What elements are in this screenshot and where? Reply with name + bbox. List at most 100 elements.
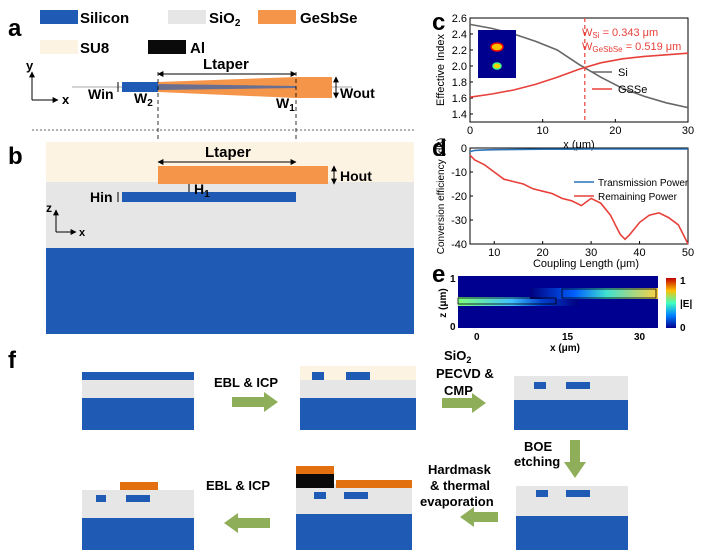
chart-c-ylabel: Effective Index — [435, 34, 447, 106]
chart-d-xtick-label-0: 10 — [488, 247, 500, 259]
fab-label-step3-l1: BOE — [524, 439, 553, 454]
fab2-l1: SiO — [444, 348, 466, 363]
legend-label-gesbse: GeSbSe — [300, 10, 358, 27]
fab-arrow-1 — [232, 392, 278, 412]
ltaper-label-a: Ltaper — [203, 56, 249, 73]
legend-text-remaining: Remaining Power — [598, 192, 678, 203]
hin-label: Hin — [90, 189, 113, 205]
fab2-sub — [300, 398, 416, 430]
chart-d-series-transmission-power — [469, 148, 688, 153]
field-ytick-top: 1 — [450, 274, 456, 285]
gesbse-slab — [158, 166, 328, 184]
chart-c-frame — [469, 17, 689, 123]
ltaper-label-b: Ltaper — [205, 144, 251, 161]
fab3-si-a — [534, 382, 546, 389]
axis-z-label: z — [46, 201, 52, 215]
colorbar — [666, 278, 676, 328]
fab2-si-a — [312, 372, 324, 380]
field-xtick-0: 0 — [474, 332, 480, 343]
material-legend: Silicon SiO2 GeSbSe SU8 Al — [40, 10, 358, 57]
fab-label-step4-l1: Hardmask — [428, 462, 492, 477]
silicon-substrate — [46, 248, 414, 334]
fab5-gesbse-layer — [336, 480, 412, 488]
legend-swatch-sio2 — [168, 10, 206, 24]
fab2-l1-sub: 2 — [466, 355, 471, 365]
fab5-sub — [296, 514, 412, 550]
fab-step-3 — [514, 376, 628, 430]
chart-d-xtick-label-4: 50 — [682, 247, 694, 259]
fab6-sub — [82, 518, 194, 550]
chart-c-xtick-label-1: 10 — [537, 125, 549, 137]
legend-swatch-su8 — [40, 40, 78, 54]
wsi-sub: Si — [592, 31, 599, 40]
fab5-si-a — [314, 492, 326, 499]
panel-label-e: e — [432, 261, 445, 288]
wsi-main: W — [582, 27, 593, 39]
legend-label-silicon: Silicon — [80, 10, 129, 27]
fab-label-step5: EBL & ICP — [206, 478, 270, 493]
field-xtick-15: 15 — [562, 332, 574, 343]
chart-c-ytick-label-6: 2.6 — [452, 13, 467, 25]
fab6-si-b — [126, 495, 150, 502]
fab-arrow-3 — [564, 440, 586, 478]
field-xtick-30: 30 — [634, 332, 646, 343]
fab5-gesbse-top — [296, 466, 334, 474]
legend-label-sio2: SiO2 — [209, 10, 241, 29]
legend-text-si: Si — [618, 67, 628, 79]
legend-swatch-silicon — [40, 10, 78, 24]
h1-sub: 1 — [204, 189, 210, 200]
fab-label-step3-l2: etching — [514, 454, 560, 469]
fab1-sub — [82, 398, 194, 430]
legend-sio2-sub: 2 — [235, 18, 241, 29]
colorbar-max: 1 — [680, 276, 686, 287]
fab5-al-mask — [296, 474, 334, 488]
field-beam-lower — [458, 297, 578, 306]
w2-main: W — [134, 90, 148, 106]
fab-label-step1: EBL & ICP — [214, 375, 278, 390]
fab-label-step4-l2: & thermal — [430, 478, 490, 493]
fab-step-1 — [82, 372, 194, 430]
axis-y-label: y — [26, 58, 34, 73]
fab3-sub — [514, 400, 628, 430]
wgss-annotation: WGeSbSe = 0.519 μm — [582, 41, 681, 54]
fab-step-4 — [516, 486, 628, 550]
chart-c-xtick-label-3: 30 — [682, 125, 694, 137]
wgss-main: W — [582, 41, 593, 53]
chart-d-xtick-label-1: 20 — [537, 247, 549, 259]
w2-sub: 2 — [147, 98, 153, 109]
field-ylabel: z (μm) — [438, 288, 449, 317]
w2-label: W2 — [134, 90, 153, 109]
field-xlabel: x (μm) — [550, 343, 580, 354]
wsi-val: = 0.343 μm — [600, 27, 659, 39]
fab-label-step2-l3: CMP — [444, 383, 473, 398]
fab-step-6 — [82, 482, 194, 550]
chart-d-xtick-label-3: 40 — [633, 247, 645, 259]
fab-arrow-5 — [224, 513, 270, 533]
chart-c-ytick-label-4: 2.2 — [452, 45, 467, 57]
legend-label-su8: SU8 — [80, 40, 109, 57]
chart-d-ytick-label-4: -40 — [451, 239, 467, 251]
chart-d-ytick-label-3: -30 — [451, 215, 467, 227]
chart-c-series-gsse — [469, 52, 689, 98]
w1-main: W — [276, 95, 290, 111]
wout-label: Wout — [340, 85, 375, 101]
field-beam-upper — [530, 288, 658, 299]
fab3-si-b — [566, 382, 590, 389]
fab6-box — [82, 490, 194, 518]
fab2-box — [300, 380, 416, 398]
fab4-sub — [516, 516, 628, 550]
chart-c-ytick-label-1: 1.6 — [452, 93, 467, 105]
field-outline-gesbse — [561, 288, 657, 299]
field-ytick-bottom: 0 — [450, 322, 456, 333]
panel-label-a: a — [8, 15, 22, 42]
wsi-annotation: WSi = 0.343 μm — [582, 27, 658, 40]
silicon-inverse-taper — [158, 84, 296, 90]
chart-c-ytick-label-0: 1.4 — [452, 109, 467, 121]
fab4-si-a — [536, 490, 548, 497]
wgss-sub: GeSbSe — [592, 45, 623, 54]
fab-arrow-2 — [442, 393, 486, 413]
fab1-box — [82, 380, 194, 398]
panel-label-c: c — [432, 9, 445, 36]
panel-f-fabrication: EBL & ICP SiO2 PECVD & CMP BOE etching — [82, 348, 628, 550]
